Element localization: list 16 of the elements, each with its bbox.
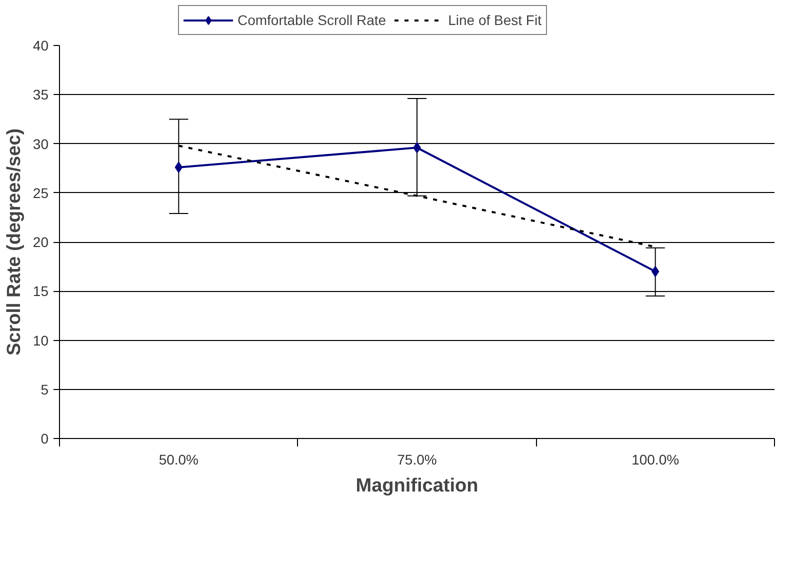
y-tick-label: 5 — [40, 381, 49, 398]
y-axis-title: Scroll Rate (degrees/sec) — [4, 128, 25, 356]
y-tick-label: 25 — [32, 184, 49, 201]
y-tick-label: 40 — [32, 38, 49, 54]
y-tick-label: 0 — [40, 430, 49, 446]
x-tick-label: 50.0% — [158, 452, 199, 468]
y-tick-label: 30 — [32, 136, 49, 152]
y-tick-label: 20 — [32, 234, 49, 250]
x-tick-label: 75.0% — [397, 452, 437, 468]
legend-label: Comfortable Scroll Rate — [237, 12, 386, 28]
y-tick-label: 10 — [32, 332, 49, 348]
legend-label: Line of Best Fit — [448, 12, 542, 28]
y-tick-label: 15 — [32, 283, 49, 300]
x-axis-title: Magnification — [356, 476, 478, 496]
x-tick-label: 100.0% — [632, 452, 680, 468]
y-tick-label: 35 — [32, 86, 49, 103]
